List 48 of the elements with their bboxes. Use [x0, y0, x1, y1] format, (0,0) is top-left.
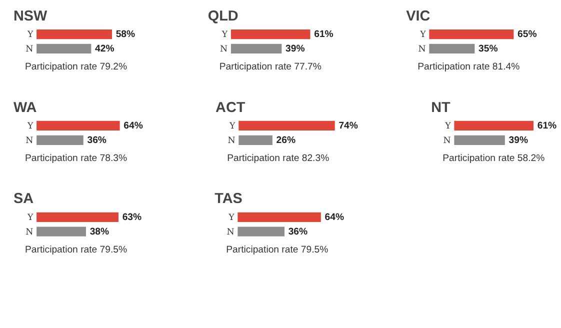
y-tick-label: Y: [220, 30, 228, 40]
chart-title: NSW: [13, 8, 48, 24]
data-label: 65%: [518, 29, 538, 40]
data-label: 35%: [478, 44, 498, 55]
data-label: 61%: [314, 29, 334, 40]
data-label: 63%: [122, 212, 142, 224]
chart-title: WA: [13, 100, 38, 116]
data-label: 38%: [90, 226, 110, 238]
y-tick-label: N: [26, 227, 34, 238]
y-tick-label: N: [226, 227, 235, 238]
data-label: 39%: [508, 135, 528, 146]
chart-title: QLD: [208, 8, 238, 24]
text: Participation rate 82.3%: [227, 152, 330, 164]
y-tick-label: Y: [419, 30, 426, 40]
chart-title: VIC: [406, 8, 431, 24]
data-label: 39%: [286, 44, 306, 55]
data-label: 36%: [87, 135, 107, 146]
data-label: 64%: [124, 120, 144, 132]
data-label: 64%: [324, 212, 344, 224]
text: Participation rate 58.2%: [442, 152, 546, 164]
text: Participation rate 77.7%: [219, 61, 322, 72]
y-tick-label: N: [418, 44, 426, 55]
data-label: 74%: [338, 120, 358, 132]
y-tick-label: N: [228, 136, 236, 146]
y-tick-label: N: [26, 136, 34, 146]
text: Participation rate 79.2%: [25, 61, 128, 72]
y-tick-label: N: [220, 44, 228, 55]
y-tick-label: Y: [26, 122, 34, 132]
y-tick-label: N: [26, 44, 34, 55]
text: Participation rate 79.5%: [25, 244, 128, 256]
data-label: 42%: [95, 44, 115, 55]
chart-title: SA: [13, 191, 34, 208]
data-label: 61%: [537, 120, 558, 132]
data-label: 36%: [288, 226, 308, 238]
y-tick-label: N: [443, 136, 452, 146]
data-label: 26%: [276, 135, 296, 146]
text: Participation rate 81.4%: [418, 61, 520, 72]
y-tick-label: Y: [444, 122, 452, 132]
chart-title: ACT: [216, 100, 246, 116]
text: Participation rate 78.3%: [25, 152, 128, 164]
chart-title: NT: [431, 100, 451, 116]
y-tick-label: Y: [26, 213, 34, 224]
text: Participation rate 79.5%: [226, 244, 329, 256]
y-tick-label: Y: [26, 30, 34, 40]
chart-title: TAS: [214, 191, 243, 208]
data-label: 58%: [116, 29, 136, 40]
y-tick-label: Y: [228, 122, 236, 132]
y-tick-label: Y: [228, 213, 235, 224]
